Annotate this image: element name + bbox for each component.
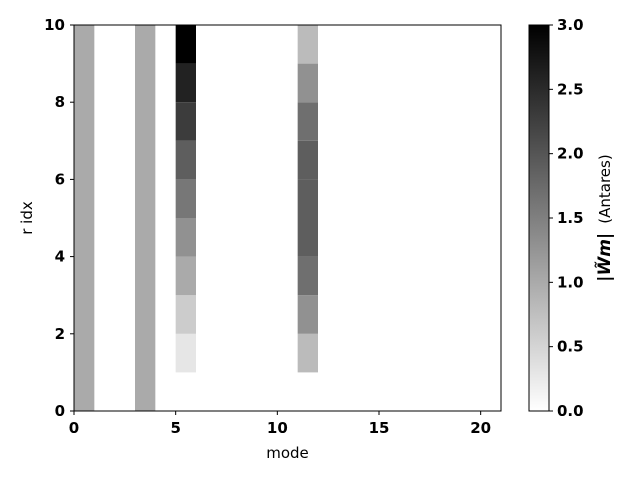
heatmap-cell-14 [297,218,318,257]
heatmap-cell-5 [175,218,196,257]
heatmap-cell-6 [175,179,196,218]
y-axis-label: r idx [18,201,36,235]
y-tick-label-0: 0 [55,402,65,420]
x-tick-label-3: 15 [369,419,390,437]
colorbar-tick-label-6: 3.0 [557,16,584,34]
colorbar-label-text: (Antares) [596,154,614,223]
y-axis: 0 2 4 6 8 10 [44,16,74,420]
colorbar-tick-label-2: 1.0 [557,273,584,291]
heatmap-cell-15 [297,179,318,218]
heatmap-cell-1 [135,25,156,411]
heatmap-cell-2 [175,333,196,373]
y-tick-label-3: 6 [55,170,65,188]
svg-text:|W̃m| (Antares): |W̃m| (Antares) [594,154,615,281]
colorbar [528,24,550,412]
colorbar-tick-label-1: 0.5 [557,338,584,356]
plot-frame [73,24,502,412]
x-axis: 0 5 10 15 20 [69,411,491,437]
heatmap-cell-13 [297,256,318,296]
colorbar-axis: 0.0 0.5 1.0 1.5 2.0 2.5 3.0 [549,16,584,420]
x-tick-label-2: 10 [267,419,288,437]
colorbar-label-math: |W̃m| [594,233,615,282]
heatmap-cell-18 [297,63,318,103]
colorbar-tick-label-4: 2.0 [557,145,584,163]
x-axis-label: mode [266,444,309,462]
heatmap-cell-19 [297,25,318,64]
x-tick-label-1: 5 [170,419,180,437]
colorbar-tick-label-0: 0.0 [557,402,584,420]
heatmap-cell-12 [297,295,318,334]
heatmap-cells [74,25,318,411]
heatmap-cell-8 [175,102,196,141]
heatmap-cell-3 [175,295,196,334]
colorbar-tick-label-5: 2.5 [557,80,584,98]
heatmap-cell-0 [74,25,95,411]
heatmap-cell-10 [175,25,196,64]
y-tick-label-4: 8 [55,93,65,111]
x-tick-label-0: 0 [69,419,79,437]
heatmap-cell-16 [297,140,318,180]
y-tick-label-5: 10 [44,16,65,34]
colorbar-tick-label-3: 1.5 [557,209,584,227]
y-tick-label-2: 4 [55,248,65,266]
heatmap-cell-17 [297,102,318,141]
heatmap-cell-7 [175,140,196,180]
colorbar-label: |W̃m| (Antares) [594,154,615,281]
heatmap-cell-11 [297,333,318,373]
heatmap-cell-9 [175,63,196,103]
y-tick-label-1: 2 [55,325,65,343]
x-tick-label-4: 20 [470,419,491,437]
heatmap-cell-4 [175,256,196,296]
